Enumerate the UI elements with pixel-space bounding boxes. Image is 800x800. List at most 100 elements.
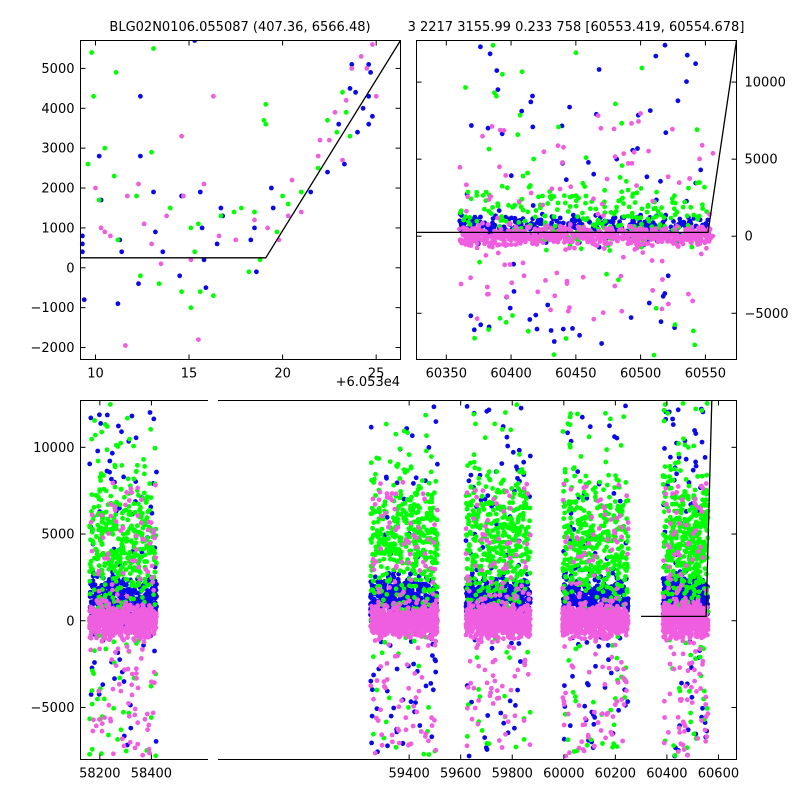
- data-point: [425, 492, 431, 497]
- data-point: [612, 154, 618, 160]
- data-point: [395, 511, 401, 517]
- data-point: [670, 416, 675, 422]
- data-point: [527, 518, 532, 524]
- data-point: [122, 494, 127, 500]
- data-point: [214, 241, 220, 247]
- data-point: [239, 205, 244, 211]
- data-point: [549, 186, 555, 192]
- data-point: [482, 577, 488, 583]
- data-point: [564, 278, 570, 284]
- data-point: [616, 707, 621, 713]
- data-point: [487, 546, 492, 552]
- data-point: [468, 196, 474, 202]
- data-point: [497, 315, 503, 321]
- data-point: [418, 577, 424, 583]
- data-point: [509, 640, 514, 646]
- data-point: [563, 177, 569, 183]
- data-point: [465, 237, 471, 243]
- data-point: [600, 741, 605, 746]
- data-point: [686, 480, 692, 485]
- data-point: [560, 220, 566, 226]
- data-point: [570, 593, 576, 598]
- data-point: [409, 513, 414, 518]
- data-point: [694, 127, 700, 133]
- data-point: [129, 413, 135, 419]
- data-point: [638, 241, 644, 247]
- data-point: [555, 239, 561, 245]
- data-point: [586, 434, 592, 440]
- data-point: [465, 189, 471, 195]
- data-point: [521, 737, 527, 742]
- data-point: [177, 273, 183, 279]
- data-point: [197, 289, 203, 295]
- data-point: [555, 207, 560, 213]
- data-point: [393, 586, 399, 592]
- data-point: [534, 326, 540, 332]
- data-point: [683, 456, 689, 462]
- y-tick-label: 1000: [41, 221, 74, 236]
- data-point: [516, 486, 521, 491]
- data-point: [370, 113, 375, 119]
- data-point: [480, 220, 485, 226]
- data-point: [668, 454, 673, 460]
- data-point: [366, 121, 372, 127]
- data-point: [653, 205, 658, 211]
- data-point: [131, 443, 137, 449]
- data-point: [146, 548, 152, 554]
- data-point: [699, 439, 705, 445]
- data-point: [147, 410, 153, 415]
- data-point: [662, 229, 668, 234]
- fit-line: [416, 40, 737, 234]
- data-point: [684, 79, 689, 84]
- data-point: [110, 531, 116, 537]
- data-point: [567, 204, 573, 209]
- data-point: [570, 326, 575, 331]
- data-point: [513, 224, 519, 230]
- data-point: [633, 238, 638, 244]
- data-point: [254, 269, 259, 275]
- data-point: [372, 574, 378, 580]
- data-point: [153, 739, 159, 744]
- panel-bottom: 58200 58400 59400 59600 59800 60000 60200 60400…: [31, 396, 739, 782]
- data-point: [429, 454, 434, 459]
- data-point: [92, 660, 97, 665]
- data-point: [140, 595, 145, 600]
- data-point: [525, 579, 530, 585]
- data-point: [382, 537, 388, 542]
- data-point: [682, 199, 688, 205]
- data-point: [518, 405, 524, 411]
- data-point: [502, 262, 508, 268]
- data-point: [372, 552, 378, 558]
- data-point: [577, 332, 582, 338]
- data-point: [358, 54, 364, 59]
- data-point: [98, 421, 104, 426]
- data-point: [710, 150, 716, 156]
- data-point: [497, 127, 503, 133]
- data-point: [343, 109, 349, 115]
- data-point: [478, 214, 483, 220]
- data-point: [490, 234, 496, 240]
- data-point: [107, 458, 113, 464]
- data-point: [397, 446, 403, 452]
- data-point: [512, 232, 518, 237]
- data-point: [387, 459, 393, 464]
- data-point: [409, 587, 414, 593]
- data-point: [465, 556, 470, 562]
- data-point: [491, 547, 497, 552]
- data-point: [567, 194, 573, 200]
- data-point: [551, 352, 557, 358]
- data-point: [658, 319, 664, 325]
- data-point: [196, 337, 201, 342]
- data-point: [507, 305, 513, 311]
- data-point: [642, 237, 648, 243]
- data-point: [394, 480, 400, 486]
- fit-line: [80, 40, 401, 259]
- data-point: [601, 213, 606, 219]
- data-point: [406, 705, 411, 710]
- data-point: [634, 190, 640, 196]
- data-point: [141, 457, 147, 462]
- data-point: [499, 183, 505, 189]
- data-point: [486, 146, 492, 152]
- data-point: [433, 551, 439, 557]
- data-point: [108, 526, 114, 532]
